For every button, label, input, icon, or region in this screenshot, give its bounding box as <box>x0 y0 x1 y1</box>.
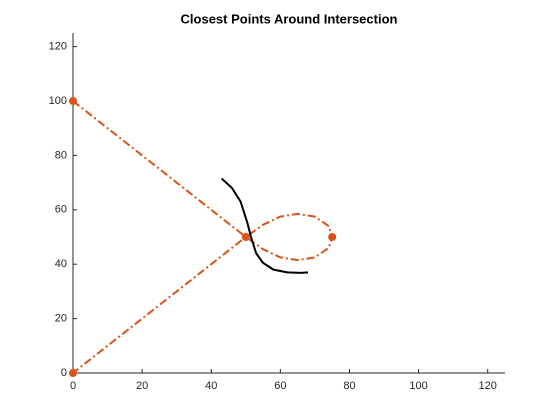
marker <box>241 233 250 241</box>
marker <box>328 233 337 241</box>
x-tick-label: 100 <box>409 380 427 392</box>
chart-title: Closest Points Around Intersection <box>181 11 398 26</box>
marker <box>69 97 77 105</box>
y-tick-label: 0 <box>61 367 67 379</box>
x-tick-label: 40 <box>205 380 217 392</box>
x-tick-label: 120 <box>479 380 497 392</box>
y-tick-label: 80 <box>55 149 67 161</box>
series-line <box>220 177 309 274</box>
y-tick-label: 120 <box>49 41 67 53</box>
x-tick-label: 0 <box>70 380 76 392</box>
x-tick-label: 80 <box>343 380 355 392</box>
x-tick-label: 20 <box>136 380 148 392</box>
y-tick-label: 20 <box>55 313 67 325</box>
x-tick-label: 60 <box>274 380 286 392</box>
marker <box>69 369 77 377</box>
y-tick-label: 40 <box>55 258 67 270</box>
y-tick-label: 100 <box>49 95 67 107</box>
y-tick-label: 60 <box>55 204 67 216</box>
